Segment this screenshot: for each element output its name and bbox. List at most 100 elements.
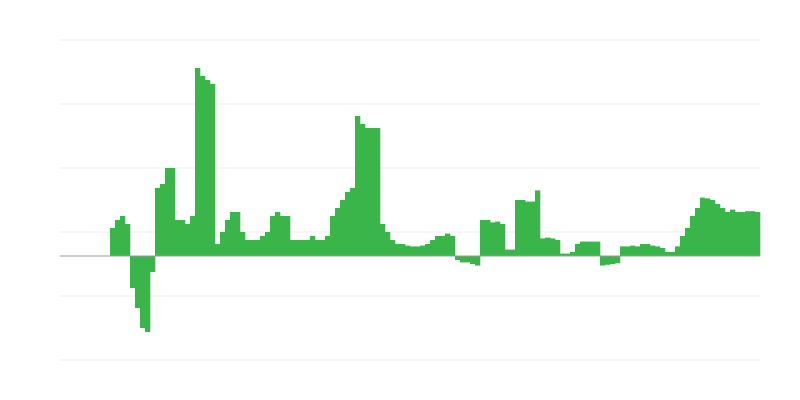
bar <box>155 188 161 256</box>
bar <box>505 249 511 256</box>
bar <box>140 256 146 328</box>
bar <box>405 245 411 256</box>
bar <box>195 68 201 256</box>
bar <box>275 212 281 256</box>
bar <box>235 212 241 256</box>
bar <box>215 244 221 256</box>
bar <box>705 198 711 256</box>
bar <box>230 212 236 256</box>
bar <box>750 211 756 256</box>
bar <box>300 240 306 256</box>
bar <box>485 220 491 256</box>
bar <box>645 244 651 256</box>
bar <box>310 236 316 256</box>
bar <box>655 246 661 256</box>
bar <box>375 128 381 256</box>
bar <box>115 220 121 256</box>
bar <box>630 245 636 256</box>
bar <box>400 244 406 256</box>
bar <box>355 116 361 256</box>
bar <box>425 244 431 256</box>
bar <box>325 236 331 256</box>
bar <box>415 246 421 256</box>
bar <box>370 128 376 256</box>
bar <box>495 221 501 256</box>
bar <box>540 238 546 256</box>
bar <box>600 256 606 266</box>
bar <box>745 211 751 256</box>
bar <box>685 228 691 256</box>
bar <box>755 212 761 256</box>
bar <box>410 246 416 256</box>
bar <box>470 256 476 264</box>
bar <box>180 220 186 256</box>
bar <box>220 232 226 256</box>
bar <box>330 216 336 256</box>
bar <box>620 246 626 256</box>
bar <box>120 216 126 256</box>
bar <box>390 240 396 256</box>
bar <box>125 224 131 256</box>
bar <box>360 124 366 256</box>
bar <box>570 252 576 256</box>
bar <box>520 200 526 256</box>
bar <box>700 197 706 256</box>
bar <box>350 188 356 256</box>
bar <box>555 240 561 256</box>
bar <box>210 84 216 256</box>
bar <box>110 228 116 256</box>
bar <box>340 200 346 256</box>
bar <box>675 246 681 256</box>
bar <box>270 216 276 256</box>
bar <box>435 236 441 256</box>
bar <box>730 209 736 256</box>
bar <box>710 200 716 256</box>
bar <box>665 252 671 256</box>
bar <box>450 236 456 256</box>
bar <box>315 240 321 256</box>
bar <box>380 224 386 256</box>
bar <box>565 253 571 256</box>
bar <box>690 216 696 256</box>
bar <box>640 244 646 256</box>
bar <box>735 212 741 256</box>
bar <box>295 240 301 256</box>
bar <box>190 216 196 256</box>
bar <box>260 236 266 256</box>
bar <box>165 168 171 256</box>
bar <box>320 240 326 256</box>
bar <box>740 212 746 256</box>
bar <box>280 216 286 256</box>
bar <box>460 256 466 263</box>
bar <box>285 216 291 256</box>
bar <box>580 241 586 256</box>
bar <box>420 245 426 256</box>
bar <box>250 240 256 256</box>
bar <box>130 256 136 288</box>
bar <box>170 168 176 256</box>
bar <box>135 256 141 308</box>
bar <box>395 244 401 256</box>
bar <box>545 237 551 256</box>
bar <box>510 249 516 256</box>
bar <box>680 236 686 256</box>
bar <box>335 208 341 256</box>
bar <box>695 208 701 256</box>
bar <box>465 256 471 263</box>
bar <box>200 76 206 256</box>
bar <box>290 240 296 256</box>
bar <box>500 224 506 256</box>
bar <box>550 238 556 256</box>
bar <box>430 240 436 256</box>
bar <box>595 241 601 256</box>
bar <box>660 248 666 256</box>
bar <box>175 220 181 256</box>
bar <box>720 208 726 256</box>
bar <box>160 184 166 256</box>
bar <box>585 241 591 256</box>
bar <box>305 240 311 256</box>
bar <box>605 256 611 265</box>
bar <box>615 256 621 264</box>
bar <box>670 252 676 256</box>
